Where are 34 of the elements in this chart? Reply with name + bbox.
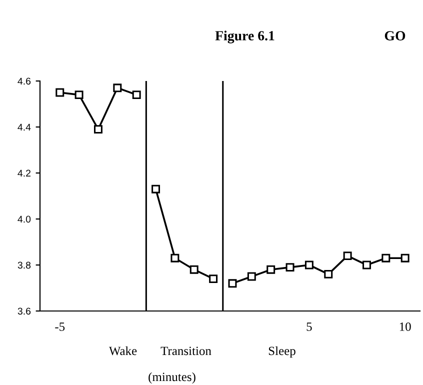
point: [228, 279, 237, 288]
point: [304, 260, 314, 270]
y-tick-label: 4.2: [18, 170, 30, 177]
x-tick-label: -5: [55, 322, 65, 331]
text: (minutes): [148, 372, 196, 384]
x-tick-label: 10: [400, 322, 411, 331]
chart-title: Figure 6.1: [215, 30, 274, 44]
point: [190, 265, 198, 274]
y-tick-label: 4.6: [18, 78, 31, 85]
point: [343, 252, 352, 260]
point: [94, 125, 102, 134]
point: [132, 90, 141, 100]
y-tick-label: 4.4: [18, 124, 31, 131]
text: Sleep: [268, 346, 296, 358]
text: GO: [384, 31, 406, 40]
y-tick-label: 3.8: [18, 262, 31, 269]
point: [56, 88, 64, 97]
point: [382, 254, 390, 262]
text: Wake: [108, 346, 137, 356]
point: [113, 84, 122, 92]
point: [286, 263, 294, 272]
x-tick-label: 5: [306, 322, 312, 331]
point: [362, 260, 371, 270]
point: [324, 270, 333, 278]
point: [170, 254, 180, 262]
point: [400, 254, 410, 262]
point: [266, 265, 276, 274]
point: [209, 274, 218, 284]
y-tick-label: 4.0: [18, 216, 31, 223]
point: [247, 272, 256, 281]
point: [152, 184, 160, 194]
point: [74, 90, 84, 100]
y-tick-label: 3.6: [18, 308, 31, 315]
text: Transition: [160, 346, 212, 356]
